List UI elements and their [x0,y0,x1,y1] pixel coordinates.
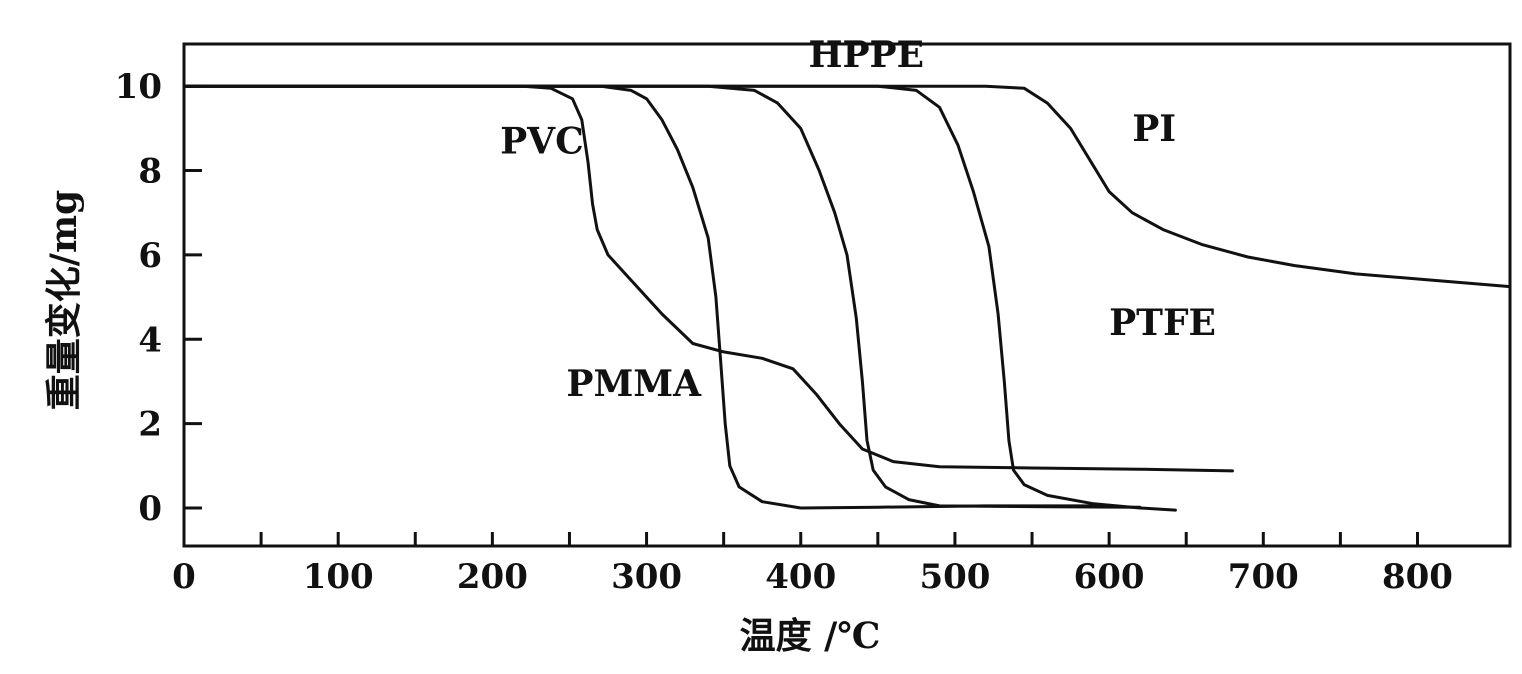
x-axis-ticks [182,532,1419,546]
series-lines [182,84,1512,512]
y-axis-tick-labels: 0 2 4 6 8 10 [115,67,162,529]
x-tick-label: 200 [457,557,528,597]
x-tick-label: 300 [611,557,682,597]
series-line-pi [182,84,1512,289]
y-tick-label: 0 [138,489,162,529]
x-tick-label: 800 [1382,557,1453,597]
series-label-pi: PI [1132,108,1176,150]
x-tick-label: 100 [303,557,374,597]
y-tick-label: 2 [138,405,162,445]
y-axis-title: 重量变化/mg [43,190,85,410]
series-line-hppe [182,84,1142,509]
x-axis-tick-labels: 0 100 200 300 400 500 600 700 800 [172,557,1453,597]
y-axis-ticks [184,84,202,510]
x-tick-label: 600 [1074,557,1145,597]
series-label-ptfe: PTFE [1109,302,1216,344]
series-label-pvc: PVC [500,121,584,163]
y-tick-label: 4 [138,320,162,360]
series-label-pmma: PMMA [566,363,702,405]
series-label-hppe: HPPE [808,34,924,76]
series-line-pmma [182,84,1111,510]
x-tick-label: 700 [1228,557,1299,597]
x-tick-label: 400 [765,557,836,597]
series-labels: HPPE PVC PI PTFE PMMA [500,34,1216,405]
x-tick-label: 500 [919,557,990,597]
plot-frame [182,42,1512,548]
plot-area [182,42,1512,548]
y-tick-label: 10 [115,67,162,107]
y-tick-label: 8 [138,152,162,192]
y-tick-label: 6 [138,236,162,276]
series-line-ptfe [182,84,1177,512]
x-tick-label: 0 [172,557,196,597]
x-axis-title: 温度 /℃ [740,615,881,657]
series-line-pvc [182,84,1234,473]
